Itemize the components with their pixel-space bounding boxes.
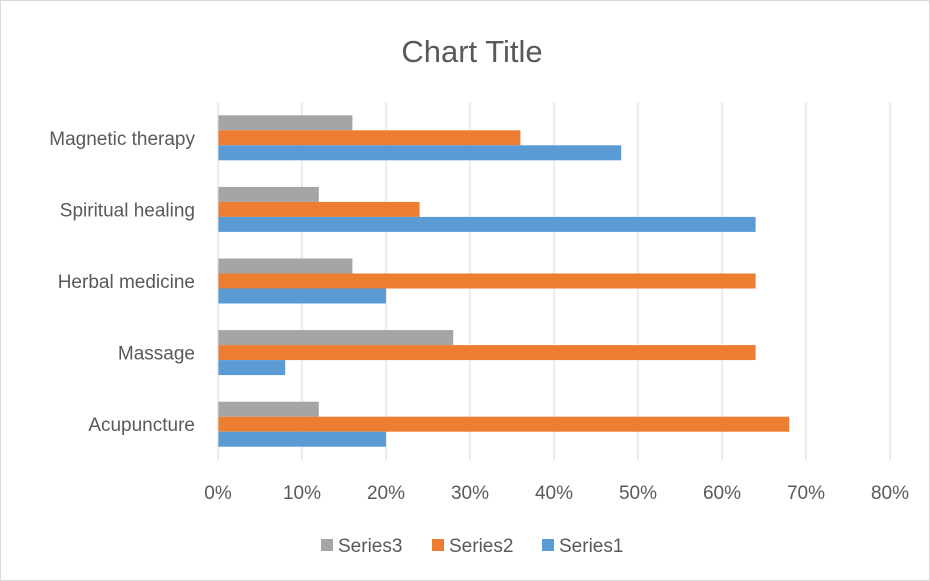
legend-label-series1: Series1 xyxy=(559,536,623,557)
legend-label-series3: Series3 xyxy=(338,536,402,557)
legend: Series3 Series2 Series1 xyxy=(321,536,623,557)
bar-series1-massage xyxy=(218,360,286,376)
x-tick-label: 60% xyxy=(703,483,741,504)
bar-series2-herbal-medicine xyxy=(218,273,756,289)
bar-series3-spiritual-healing xyxy=(218,186,319,202)
x-tick-label: 30% xyxy=(451,483,489,504)
y-category-label: Massage xyxy=(118,344,195,365)
bar-series2-spiritual-healing xyxy=(218,201,420,217)
axis: 0% 10% 20% 30% 40% 50% 60% 70% 80% Acupuncture Mas… xyxy=(49,102,909,504)
bar-series3-magnetic-therapy xyxy=(218,115,353,131)
bar-series2-massage xyxy=(218,345,756,361)
x-tick-label: 0% xyxy=(204,483,232,504)
y-category-label: Spiritual healing xyxy=(60,200,195,221)
y-category-label: Herbal medicine xyxy=(58,272,195,293)
bar-series3-herbal-medicine xyxy=(218,258,353,274)
y-category-label: Magnetic therapy xyxy=(49,129,195,150)
bars xyxy=(218,115,790,447)
x-tick-label: 50% xyxy=(619,483,657,504)
chart-title: Chart Title xyxy=(401,34,542,69)
x-tick-label: 80% xyxy=(871,483,909,504)
y-category-label: Acupuncture xyxy=(88,415,195,436)
bar-series1-magnetic-therapy xyxy=(218,145,622,161)
legend-swatch-series2 xyxy=(432,539,444,551)
x-tick-label: 20% xyxy=(367,483,405,504)
bar-series2-magnetic-therapy xyxy=(218,130,521,146)
x-tick-label: 10% xyxy=(283,483,321,504)
bar-series2-acupuncture xyxy=(218,416,790,432)
x-tick-label: 70% xyxy=(787,483,825,504)
legend-swatch-series3 xyxy=(321,539,333,551)
bar-series1-spiritual-healing xyxy=(218,216,756,232)
legend-label-series2: Series2 xyxy=(449,536,513,557)
x-tick-label: 40% xyxy=(535,483,573,504)
bar-series3-massage xyxy=(218,330,454,346)
bar-series1-herbal-medicine xyxy=(218,288,386,304)
legend-swatch-series1 xyxy=(542,539,554,551)
bar-series3-acupuncture xyxy=(218,401,319,417)
bar-series1-acupuncture xyxy=(218,431,386,447)
